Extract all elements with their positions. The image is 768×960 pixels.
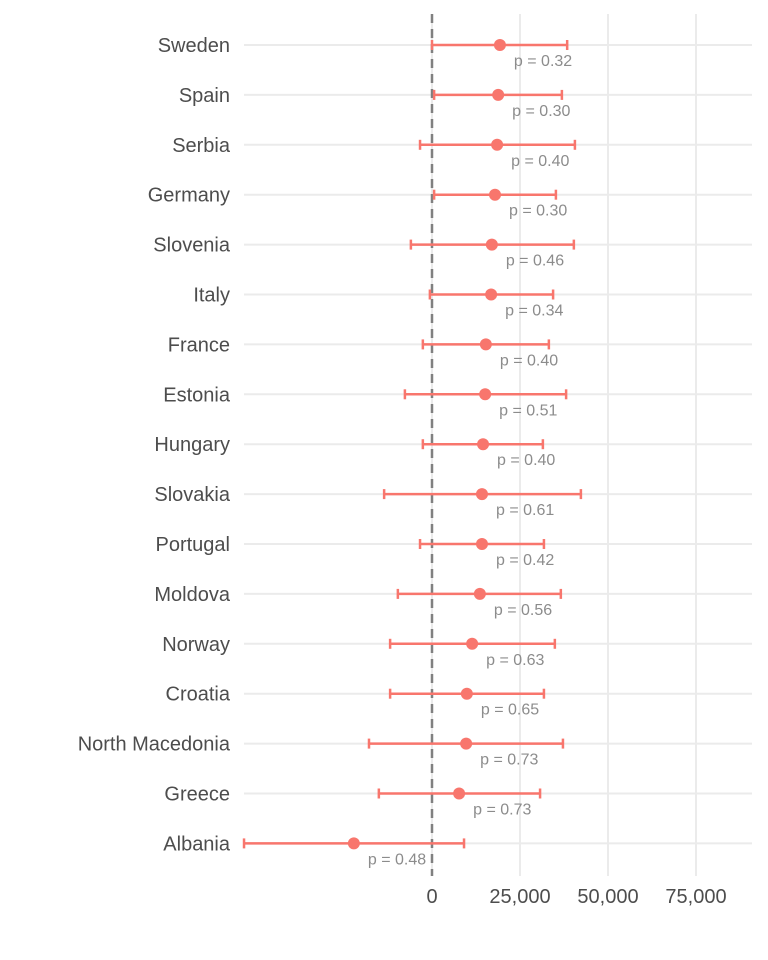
estimate-point <box>479 388 492 401</box>
p-value-label: p = 0.56 <box>494 602 552 619</box>
forest-row: Albania p = 0.48 <box>163 833 466 868</box>
p-value-label: p = 0.32 <box>514 53 572 70</box>
p-value-label: p = 0.30 <box>509 203 567 220</box>
p-value-label: p = 0.34 <box>505 303 563 320</box>
p-value-label: p = 0.51 <box>499 402 557 419</box>
forest-row: Estonia p = 0.51 <box>163 384 568 419</box>
country-label: Albania <box>163 833 231 855</box>
forest-row: Hungary p = 0.40 <box>154 434 555 469</box>
p-value-label: p = 0.48 <box>368 851 426 868</box>
country-label: Germany <box>148 185 230 207</box>
p-value-label: p = 0.42 <box>496 552 554 569</box>
country-label: Sweden <box>158 35 230 57</box>
x-tick-label: 50,000 <box>577 886 638 908</box>
p-value-label: p = 0.40 <box>497 452 555 469</box>
estimate-point <box>489 188 502 201</box>
forest-row: Greece p = 0.73 <box>164 784 542 819</box>
country-label: Hungary <box>154 434 230 456</box>
country-label: France <box>168 334 230 356</box>
forest-row: Germany p = 0.30 <box>148 185 568 220</box>
estimate-point <box>479 338 492 351</box>
forest-row: Portugal p = 0.42 <box>156 534 555 569</box>
country-label: Italy <box>193 285 230 307</box>
p-value-label: p = 0.65 <box>481 702 539 719</box>
forest-row: North Macedonia p = 0.73 <box>78 734 565 769</box>
p-value-label: p = 0.46 <box>506 253 564 270</box>
estimate-point <box>485 238 498 251</box>
forest-row: Spain p = 0.30 <box>179 85 571 120</box>
country-label: Norway <box>162 634 230 656</box>
p-value-label: p = 0.73 <box>473 802 531 819</box>
country-label: Estonia <box>163 384 231 406</box>
forest-row: Norway p = 0.63 <box>162 634 557 669</box>
forest-row: Moldova p = 0.56 <box>154 584 563 619</box>
x-tick-label: 75,000 <box>665 886 726 908</box>
p-value-label: p = 0.73 <box>480 752 538 769</box>
forest-row: Slovenia p = 0.46 <box>153 235 576 270</box>
forest-row: Sweden p = 0.32 <box>158 35 573 70</box>
estimate-point <box>475 538 488 550</box>
country-label: North Macedonia <box>78 734 231 756</box>
country-label: Slovenia <box>153 235 231 257</box>
forest-row: Italy p = 0.34 <box>193 285 563 320</box>
country-label: Spain <box>179 85 230 107</box>
p-value-label: p = 0.30 <box>512 103 570 120</box>
estimate-point <box>492 88 505 101</box>
estimate-point <box>460 687 473 700</box>
country-label: Slovakia <box>154 484 230 506</box>
forest-row: Serbia p = 0.40 <box>172 135 577 170</box>
p-value-label: p = 0.63 <box>486 652 544 669</box>
estimate-point <box>493 39 506 51</box>
p-value-label: p = 0.40 <box>500 352 558 369</box>
estimate-point <box>460 737 473 750</box>
x-tick-label: 25,000 <box>489 886 550 908</box>
p-value-label: p = 0.40 <box>511 153 569 170</box>
country-label: Croatia <box>166 684 231 706</box>
estimate-point <box>477 438 490 451</box>
country-label: Serbia <box>172 135 231 157</box>
p-value-label: p = 0.61 <box>496 502 554 519</box>
country-label: Greece <box>164 784 230 806</box>
estimate-point <box>475 488 488 501</box>
country-label: Portugal <box>156 534 231 556</box>
estimate-point <box>485 288 498 301</box>
estimate-point <box>453 787 466 800</box>
estimate-point <box>473 587 486 600</box>
estimate-point <box>491 138 504 151</box>
forest-rows: Sweden p = 0.32 Spain p = 0.30 Serbia p = 0.4… <box>78 35 583 868</box>
x-tick-label: 0 <box>426 886 437 908</box>
forest-row: France p = 0.40 <box>168 334 558 369</box>
country-label: Moldova <box>154 584 230 606</box>
forest-row: Slovakia p = 0.61 <box>154 484 583 519</box>
x-axis-ticks: 0 25,000 50,000 75,000 <box>426 886 726 908</box>
estimate-point <box>347 837 360 850</box>
estimate-point <box>466 637 479 650</box>
forest-row: Croatia p = 0.65 <box>166 684 546 719</box>
